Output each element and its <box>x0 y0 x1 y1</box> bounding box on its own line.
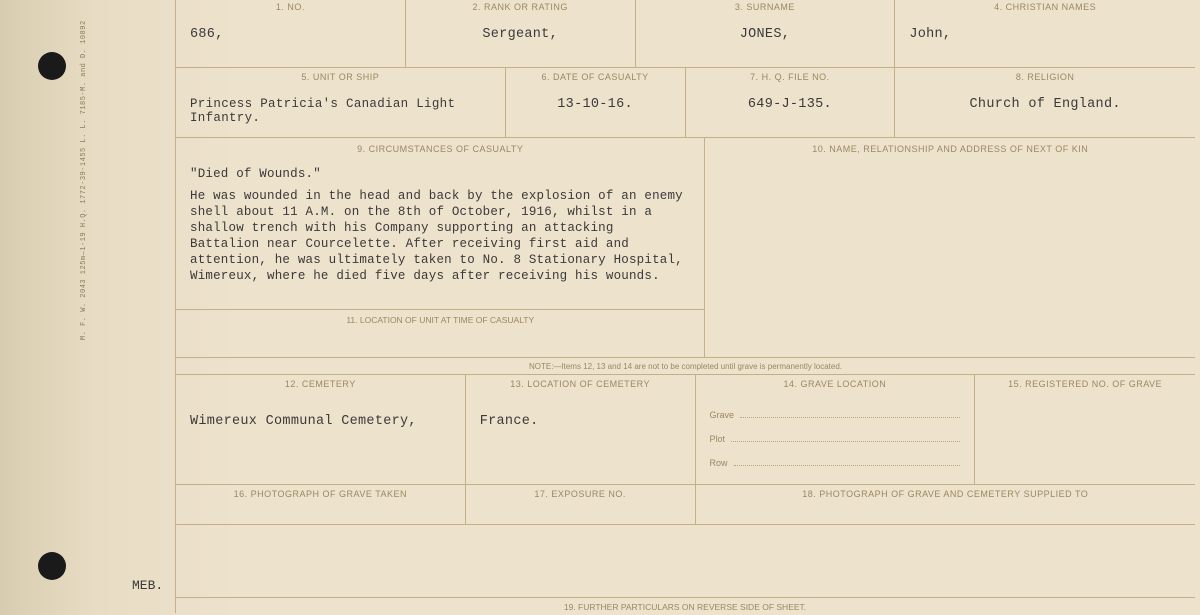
header-christian-names: 4. CHRISTIAN NAMES <box>895 0 1195 15</box>
cell-date-casualty: 6. DATE OF CASUALTY 13-10-16. <box>506 68 686 137</box>
header-cemetery: 12. CEMETERY <box>176 375 465 392</box>
cell-surname: 3. SURNAME JONES, <box>636 0 896 67</box>
cell-photo-taken: 16. PHOTOGRAPH OF GRAVE TAKEN <box>176 485 466 524</box>
left-margin: M. F. W. 2043 125m—1-19 H.Q. 1772-39-145… <box>0 0 130 615</box>
cell-christian-names: 4. CHRISTIAN NAMES John, <box>895 0 1195 67</box>
row-line: Row <box>710 458 961 468</box>
header-grave-location: 14. GRAVE LOCATION <box>696 375 975 392</box>
value-hq-file: 649-J-135. <box>686 85 895 122</box>
note-line: NOTE:—Items 12, 13 and 14 are not to be … <box>176 358 1195 375</box>
cell-exposure-no: 17. EXPOSURE NO. <box>466 485 696 524</box>
value-unit: Princess Patricia's Canadian Light Infan… <box>176 85 505 135</box>
document-page: M. F. W. 2043 125m—1-19 H.Q. 1772-39-145… <box>0 0 1200 615</box>
dotted-rule <box>740 417 960 418</box>
casualty-form: 1. NO. 686, 2. RANK OR RATING Sergeant, … <box>175 0 1195 613</box>
grave-lines: Grave Plot Row <box>696 392 975 482</box>
grave-line: Grave <box>710 410 961 420</box>
grave-label: Grave <box>710 410 735 420</box>
value-rank: Sergeant, <box>406 15 635 52</box>
cell-unit: 5. UNIT OR SHIP Princess Patricia's Cana… <box>176 68 506 137</box>
value-date-casualty: 13-10-16. <box>506 85 685 122</box>
value-no: 686, <box>176 15 405 52</box>
clerk-initials: MEB. <box>132 578 163 593</box>
value-cemetery-location: France. <box>466 392 695 439</box>
header-photo-taken: 16. PHOTOGRAPH OF GRAVE TAKEN <box>176 485 465 502</box>
cell-next-of-kin: 10. NAME, RELATIONSHIP AND ADDRESS OF NE… <box>705 138 1195 357</box>
side-print-text: M. F. W. 2043 125m—1-19 H.Q. 1772-39-145… <box>80 20 88 340</box>
row-unit: 5. UNIT OR SHIP Princess Patricia's Cana… <box>176 68 1195 138</box>
cell-photo-supplied: 18. PHOTOGRAPH OF GRAVE AND CEMETERY SUP… <box>696 485 1196 524</box>
cell-circumstances: 9. CIRCUMSTANCES OF CASUALTY "Died of Wo… <box>176 138 705 357</box>
row-photograph: 16. PHOTOGRAPH OF GRAVE TAKEN 17. EXPOSU… <box>176 485 1195 525</box>
cell-registered-no: 15. REGISTERED NO. OF GRAVE <box>975 375 1195 484</box>
row-circumstances: 9. CIRCUMSTANCES OF CASUALTY "Died of Wo… <box>176 138 1195 358</box>
header-hq-file: 7. H. Q. FILE NO. <box>686 68 895 85</box>
dotted-rule <box>731 441 960 442</box>
punch-hole <box>38 552 66 580</box>
footer-note: 19. FURTHER PARTICULARS ON REVERSE SIDE … <box>175 597 1195 612</box>
cell-grave-location: 14. GRAVE LOCATION Grave Plot Row <box>696 375 976 484</box>
header-no: 1. NO. <box>176 0 405 15</box>
cell-rank: 2. RANK OR RATING Sergeant, <box>406 0 636 67</box>
header-surname: 3. SURNAME <box>636 0 895 15</box>
row-cemetery: 12. CEMETERY Wimereux Communal Cemetery,… <box>176 375 1195 485</box>
header-circumstances: 9. CIRCUMSTANCES OF CASUALTY <box>176 138 704 160</box>
row-label: Row <box>710 458 728 468</box>
header-date-casualty: 6. DATE OF CASUALTY <box>506 68 685 85</box>
row-identity: 1. NO. 686, 2. RANK OR RATING Sergeant, … <box>176 0 1195 68</box>
plot-line: Plot <box>710 434 961 444</box>
punch-hole <box>38 52 66 80</box>
header-exposure-no: 17. EXPOSURE NO. <box>466 485 695 502</box>
header-registered-no: 15. REGISTERED NO. OF GRAVE <box>975 375 1195 392</box>
value-surname: JONES, <box>636 15 895 52</box>
location-unit-blank <box>176 329 704 357</box>
circ-paragraph: He was wounded in the head and back by t… <box>190 188 690 284</box>
cell-hq-file: 7. H. Q. FILE NO. 649-J-135. <box>686 68 896 137</box>
circ-title: "Died of Wounds." <box>190 166 690 182</box>
plot-label: Plot <box>710 434 726 444</box>
header-cemetery-location: 13. LOCATION OF CEMETERY <box>466 375 695 392</box>
value-christian-names: John, <box>895 15 1195 52</box>
header-rank: 2. RANK OR RATING <box>406 0 635 15</box>
cell-cemetery-location: 13. LOCATION OF CEMETERY France. <box>466 375 696 484</box>
cell-religion: 8. RELIGION Church of England. <box>895 68 1195 137</box>
value-religion: Church of England. <box>895 85 1195 122</box>
dotted-rule <box>734 465 961 466</box>
header-photo-supplied: 18. PHOTOGRAPH OF GRAVE AND CEMETERY SUP… <box>696 485 1196 502</box>
cell-cemetery: 12. CEMETERY Wimereux Communal Cemetery, <box>176 375 466 484</box>
header-location-unit: 11. LOCATION OF UNIT AT TIME OF CASUALTY <box>176 309 704 329</box>
header-next-of-kin: 10. NAME, RELATIONSHIP AND ADDRESS OF NE… <box>705 138 1195 160</box>
value-cemetery: Wimereux Communal Cemetery, <box>176 392 465 439</box>
circumstances-text: "Died of Wounds." He was wounded in the … <box>176 160 704 288</box>
cell-no: 1. NO. 686, <box>176 0 406 67</box>
header-religion: 8. RELIGION <box>895 68 1195 85</box>
header-unit: 5. UNIT OR SHIP <box>176 68 505 85</box>
